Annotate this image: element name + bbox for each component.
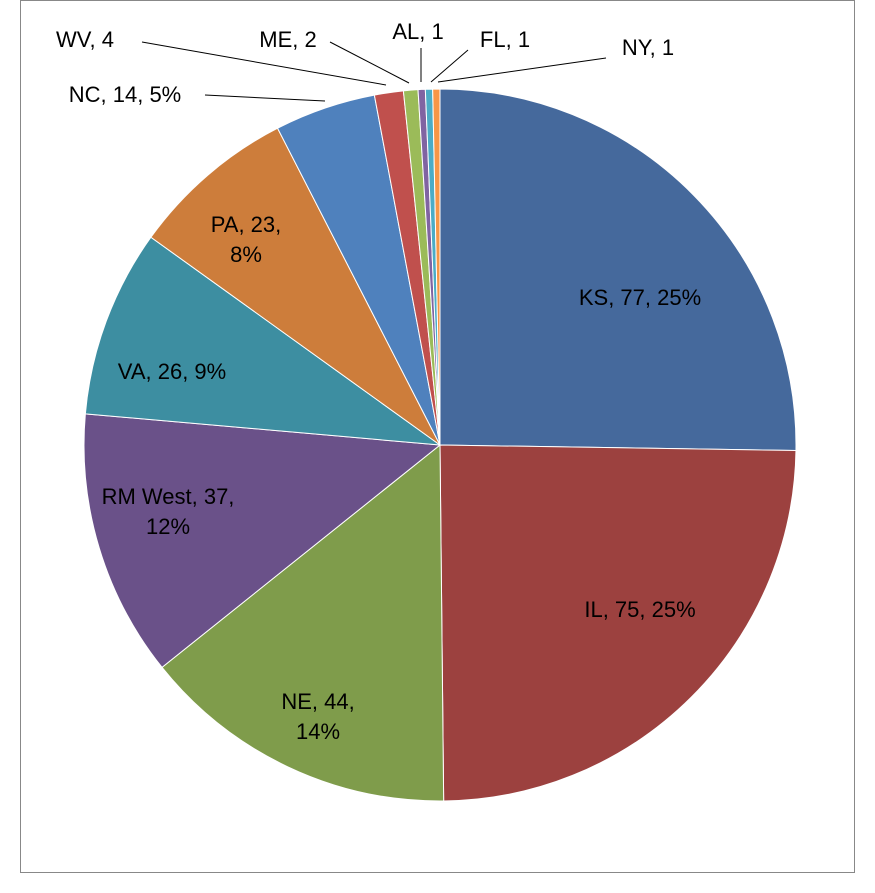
data-label: WV, 4 (56, 27, 114, 52)
pie-slice (439, 444, 797, 802)
pie-slice (439, 88, 797, 452)
pie-slice (432, 88, 441, 446)
data-label: IL, 75, 25% (584, 597, 696, 622)
data-label: NC, 14, 5% (68, 82, 182, 107)
data-label: RM West, 37, 12% (101, 484, 235, 539)
leader-line (141, 41, 387, 86)
data-label: AL, 1 (392, 19, 444, 44)
data-label: KS, 77, 25% (578, 285, 702, 310)
pie-slice (150, 127, 441, 446)
leader-line (329, 41, 410, 84)
pie-slice (83, 413, 442, 669)
data-label: PA, 23, 8% (210, 212, 282, 267)
leader-line (204, 94, 326, 102)
data-label: NY, 1 (621, 35, 675, 60)
leader-line (437, 57, 607, 83)
pie-slice (161, 443, 445, 802)
data-label: FL, 1 (479, 27, 531, 52)
data-label: NE, 44, 14% (281, 689, 355, 744)
leader-line (430, 49, 469, 83)
data-label: ME, 2 (259, 27, 317, 52)
data-label: VA, 26, 9% (117, 359, 227, 384)
pie-slice (84, 236, 442, 446)
